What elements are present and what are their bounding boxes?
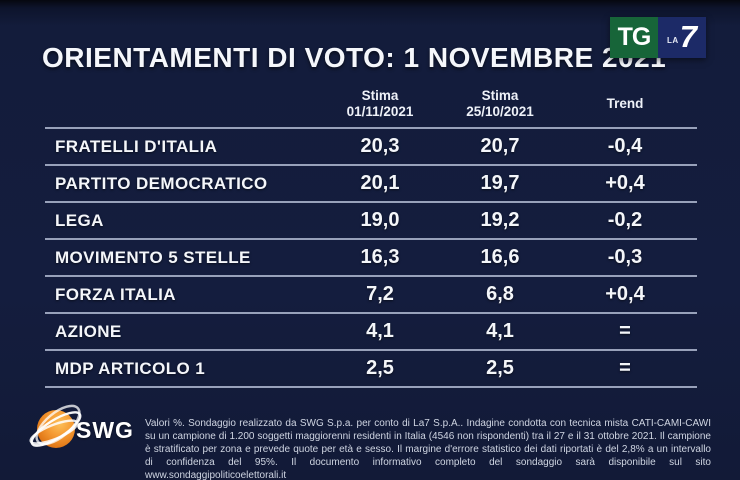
tg-logo-green-box: TG bbox=[610, 17, 658, 58]
la7-logo-blue-box: LA 7 bbox=[658, 17, 706, 58]
trend-value: +0,4 bbox=[605, 172, 645, 194]
stima-label: Stima bbox=[361, 88, 399, 103]
la7-logo-seven-text: 7 bbox=[679, 18, 697, 54]
table-header-row: Stima 01/11/2021 Stima 25/10/2021 Trend bbox=[45, 82, 697, 126]
party-name: MDP ARTICOLO 1 bbox=[55, 358, 206, 378]
party-name: MOVIMENTO 5 STELLE bbox=[55, 247, 251, 267]
trend-value: +0,4 bbox=[605, 283, 645, 305]
trend-value: -0,3 bbox=[607, 246, 643, 268]
table-row: PARTITO DEMOCRATICO 20,1 19,7 +0,4 bbox=[45, 166, 697, 203]
column-header-stima-previous: Stima 25/10/2021 bbox=[435, 88, 565, 120]
stima-current-value: 2,5 bbox=[366, 357, 394, 379]
stima-previous-value: 20,7 bbox=[480, 135, 520, 157]
stima-previous-date: 25/10/2021 bbox=[466, 104, 534, 119]
la7-logo-la-text: LA bbox=[667, 36, 679, 45]
party-name: PARTITO DEMOCRATICO bbox=[55, 173, 268, 193]
party-name: AZIONE bbox=[55, 321, 122, 341]
trend-value: -0,2 bbox=[607, 209, 643, 231]
column-header-stima-current: Stima 01/11/2021 bbox=[325, 88, 435, 120]
column-header-trend: Trend bbox=[606, 96, 644, 111]
stima-current-value: 4,1 bbox=[366, 320, 394, 342]
party-name: FRATELLI D'ITALIA bbox=[55, 136, 218, 156]
trend-value: = bbox=[619, 320, 631, 342]
stima-current-value: 20,1 bbox=[360, 172, 400, 194]
methodology-disclaimer: Valori %. Sondaggio realizzato da SWG S.… bbox=[145, 418, 711, 480]
stima-previous-value: 6,8 bbox=[486, 283, 514, 305]
stima-current-value: 16,3 bbox=[360, 246, 400, 268]
stima-previous-value: 19,7 bbox=[480, 172, 520, 194]
table-row: AZIONE 4,1 4,1 = bbox=[45, 314, 697, 351]
table-row: MOVIMENTO 5 STELLE 16,3 16,6 -0,3 bbox=[45, 240, 697, 277]
stima-current-value: 19,0 bbox=[360, 209, 400, 231]
swg-logo-text: SWG bbox=[76, 417, 134, 443]
trend-value: = bbox=[619, 357, 631, 379]
stima-current-value: 20,3 bbox=[360, 135, 400, 157]
trend-value: -0,4 bbox=[607, 135, 643, 157]
stima-previous-value: 2,5 bbox=[486, 357, 514, 379]
stima-previous-value: 4,1 bbox=[486, 320, 514, 342]
table-row: FRATELLI D'ITALIA 20,3 20,7 -0,4 bbox=[45, 129, 697, 166]
party-name: FORZA ITALIA bbox=[55, 284, 176, 304]
table-row: MDP ARTICOLO 1 2,5 2,5 = bbox=[45, 351, 697, 388]
party-name: LEGA bbox=[55, 210, 104, 230]
table-row: LEGA 19,0 19,2 -0,2 bbox=[45, 203, 697, 240]
stima-label: Stima bbox=[481, 88, 519, 103]
stima-previous-value: 16,6 bbox=[480, 246, 520, 268]
stima-current-value: 7,2 bbox=[366, 283, 394, 305]
stima-previous-value: 19,2 bbox=[480, 209, 520, 231]
tg-logo-text: TG bbox=[617, 23, 652, 51]
table-row: FORZA ITALIA 7,2 6,8 +0,4 bbox=[45, 277, 697, 314]
swg-globe-icon bbox=[29, 404, 82, 448]
page-title: ORIENTAMENTI DI VOTO: 1 NOVEMBRE 2021 bbox=[42, 42, 667, 73]
poll-results-table: FRATELLI D'ITALIA 20,3 20,7 -0,4 PARTITO… bbox=[45, 127, 697, 388]
tg-la7-logo: TG LA 7 bbox=[610, 17, 706, 58]
stima-current-date: 01/11/2021 bbox=[346, 104, 414, 119]
